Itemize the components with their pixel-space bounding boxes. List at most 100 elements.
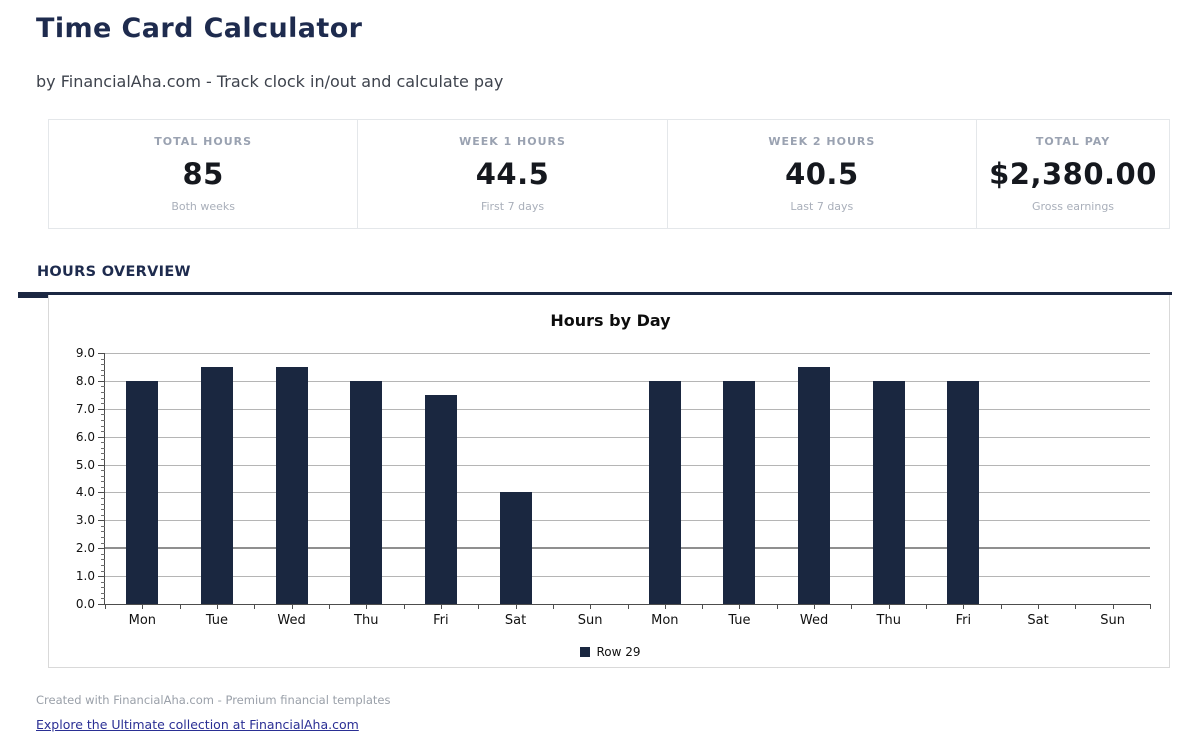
x-axis-tick [1112, 604, 1114, 609]
x-axis-tick [515, 604, 517, 609]
stat-card-week1-hours: WEEK 1 HOURS 44.5 First 7 days [358, 120, 668, 228]
y-axis-minor-tick [101, 498, 105, 500]
bar [275, 366, 308, 604]
gridline [105, 547, 1150, 550]
y-axis-label: 7.0 [75, 401, 95, 416]
gridline [105, 492, 1150, 494]
section-title-hours-overview: HOURS OVERVIEW [37, 264, 191, 280]
x-axis-label: Wed [799, 613, 829, 628]
stat-card-total-hours: TOTAL HOURS 85 Both weeks [49, 120, 359, 228]
bar [424, 394, 457, 604]
y-axis-minor-tick [101, 514, 105, 516]
y-axis-minor-tick [101, 447, 105, 449]
bar [200, 366, 233, 604]
y-axis-minor-tick [101, 403, 105, 405]
x-axis-tick [926, 604, 928, 609]
bar [723, 380, 756, 604]
y-axis-minor-tick [101, 481, 105, 483]
x-axis-tick [776, 604, 778, 609]
x-axis-tick [328, 604, 330, 609]
x-axis-tick [552, 604, 554, 609]
legend-label: Row 29 [596, 645, 641, 659]
x-axis-tick [105, 604, 106, 609]
y-axis-label: 1.0 [75, 569, 95, 584]
gridline [105, 380, 1150, 382]
y-axis-tick [98, 408, 105, 410]
chart-legend: Row 29 [88, 645, 1133, 659]
y-axis-label: 3.0 [75, 513, 95, 528]
y-axis-minor-tick [101, 375, 105, 377]
gridline [105, 576, 1150, 578]
x-axis-label: Mon [128, 613, 157, 628]
stat-sublabel: Last 7 days [790, 200, 854, 213]
y-axis-minor-tick [101, 564, 105, 566]
x-axis-tick [1150, 604, 1151, 609]
x-axis-label: Mon [651, 613, 679, 628]
x-axis-tick [254, 604, 256, 609]
gridline [105, 408, 1150, 410]
y-axis-minor-tick [101, 458, 105, 460]
y-axis-minor-tick [101, 414, 105, 416]
gridline [105, 436, 1150, 438]
y-axis-minor-tick [101, 392, 105, 394]
y-axis-tick [98, 464, 105, 466]
x-axis-label: Thu [354, 613, 379, 628]
y-axis-minor-tick [101, 525, 105, 527]
x-axis-label: Wed [277, 613, 306, 628]
x-axis-label: Sun [577, 613, 603, 628]
y-axis-minor-tick [101, 509, 105, 511]
stat-sublabel: Gross earnings [1031, 200, 1115, 213]
page-title: Time Card Calculator [36, 13, 363, 44]
chart-title: Hours by Day [550, 311, 671, 330]
gridline [105, 353, 1150, 354]
stat-label: WEEK 2 HOURS [768, 135, 876, 148]
bar [798, 366, 831, 604]
stat-label: TOTAL PAY [1035, 135, 1111, 148]
y-axis-minor-tick [101, 364, 105, 366]
x-axis-tick [888, 604, 890, 609]
x-axis-tick [179, 604, 181, 609]
x-axis-label: Sun [1100, 613, 1126, 628]
stat-sublabel: Both weeks [171, 200, 236, 213]
stats-summary-bar: TOTAL HOURS 85 Both weeks WEEK 1 HOURS 4… [48, 119, 1170, 229]
y-axis-tick [98, 353, 105, 354]
stat-label: TOTAL HOURS [154, 135, 253, 148]
x-axis-tick [142, 604, 144, 609]
x-axis-tick [1000, 604, 1002, 609]
x-axis-tick [851, 604, 853, 609]
y-axis-minor-tick [101, 470, 105, 472]
y-axis-minor-tick [101, 581, 105, 583]
y-axis-minor-tick [101, 503, 105, 505]
y-axis-minor-tick [101, 531, 105, 533]
bar [350, 380, 383, 604]
x-axis-label: Fri [433, 613, 449, 628]
x-axis-tick [702, 604, 704, 609]
y-axis-minor-tick [101, 553, 105, 555]
y-axis-tick [98, 548, 105, 550]
x-axis-label: Sat [1027, 613, 1049, 628]
x-axis-tick [366, 604, 368, 609]
section-divider-accent [18, 292, 48, 298]
y-axis-minor-tick [101, 598, 105, 600]
footer-link[interactable]: Explore the Ultimate collection at Finan… [36, 717, 359, 732]
stat-value: 85 [182, 157, 224, 191]
page-subtitle: by FinancialAha.com - Track clock in/out… [36, 72, 504, 91]
x-axis-tick [814, 604, 816, 609]
x-axis-label: Tue [728, 613, 751, 628]
x-axis-tick [739, 604, 741, 609]
y-axis-tick [98, 576, 105, 578]
section-divider [18, 292, 1172, 295]
stat-value: $2,380.00 [989, 157, 1157, 191]
y-axis-tick [98, 380, 105, 382]
x-axis-tick [664, 604, 666, 609]
bar [126, 380, 159, 604]
bar [648, 380, 681, 604]
stat-label: WEEK 1 HOURS [459, 135, 566, 148]
stat-value: 44.5 [475, 157, 550, 191]
x-axis-tick [1038, 604, 1040, 609]
bar [947, 380, 980, 604]
y-axis-minor-tick [101, 587, 105, 589]
x-axis-tick [963, 604, 965, 609]
y-axis-minor-tick [101, 425, 105, 427]
y-axis-minor-tick [101, 419, 105, 421]
